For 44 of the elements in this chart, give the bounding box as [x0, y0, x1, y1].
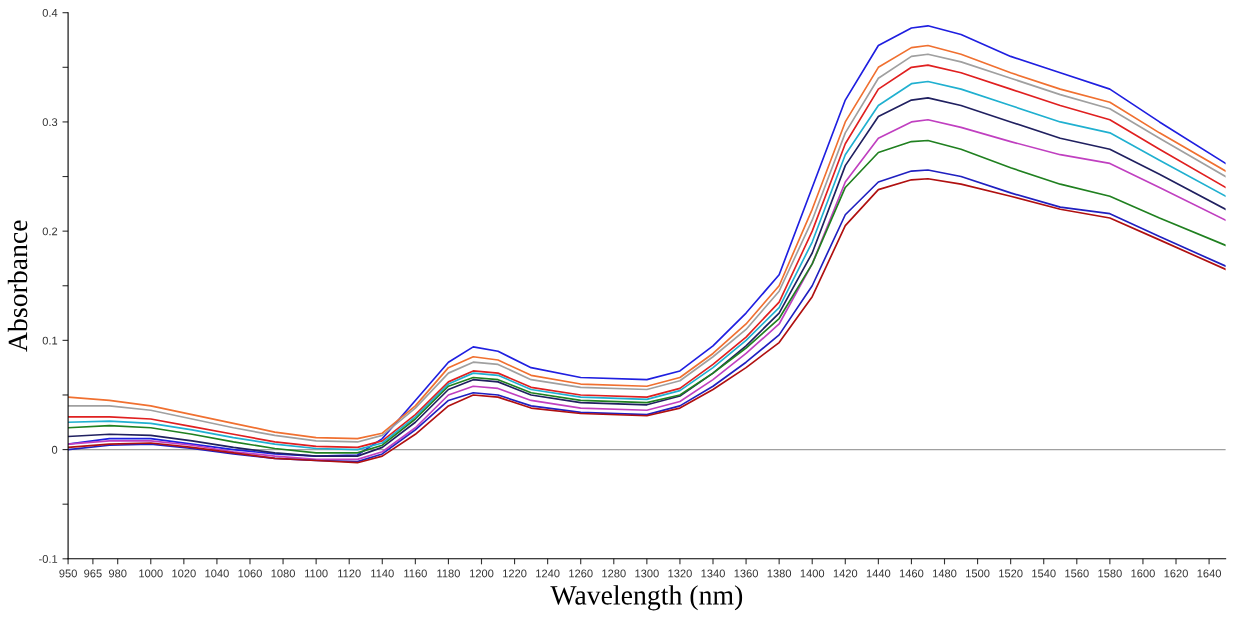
x-tick-label: 1100 — [305, 569, 328, 578]
x-tick-label: 1040 — [205, 569, 229, 578]
x-tick-label: 1520 — [999, 569, 1023, 578]
y-axis-title: Absorbance — [7, 220, 28, 352]
x-tick-label: 1300 — [635, 569, 659, 578]
y-tick-label: 0.3 — [42, 118, 58, 127]
x-tick-label: 1620 — [1164, 569, 1188, 578]
x-tick-label: 980 — [108, 569, 127, 578]
x-tick-label: 1480 — [933, 569, 957, 578]
y-tick-label: 0.1 — [42, 336, 58, 345]
x-tick-label: 1460 — [899, 569, 924, 578]
x-tick-label: 1380 — [767, 569, 792, 578]
x-tick-label: 1080 — [271, 569, 295, 578]
y-tick-label: -0.1 — [39, 555, 58, 563]
x-tick-label: 1640 — [1197, 569, 1222, 578]
x-tick-label: 1240 — [536, 569, 560, 578]
x-tick-label: 1400 — [800, 569, 825, 578]
x-tick-label: 950 — [59, 569, 77, 578]
x-tick-label: 1000 — [139, 569, 163, 578]
y-tick-label: 0.2 — [42, 227, 58, 236]
x-tick-label: 1360 — [734, 569, 758, 578]
x-tick-label: 1180 — [437, 569, 460, 578]
x-tick-label: 1200 — [469, 569, 494, 578]
x-tick-label: 965 — [84, 569, 102, 578]
x-axis-title: Wavelength (nm) — [550, 585, 743, 611]
x-tick-label: 1560 — [1065, 569, 1089, 578]
x-tick-label: 1320 — [668, 569, 692, 578]
y-tick-label: 0 — [51, 445, 58, 454]
x-tick-label: 1060 — [238, 569, 262, 578]
x-tick-label: 1500 — [966, 569, 990, 578]
x-tick-label: 1140 — [371, 569, 394, 578]
x-tick-label: 1260 — [569, 569, 593, 578]
x-tick-label: 1540 — [1032, 569, 1056, 578]
x-tick-label: 1280 — [602, 569, 626, 578]
x-tick-label: 1020 — [172, 569, 196, 578]
x-tick-label: 1420 — [833, 569, 858, 578]
x-tick-label: 1580 — [1098, 569, 1122, 578]
x-tick-label: 1160 — [404, 569, 427, 578]
x-tick-label: 1220 — [503, 569, 527, 578]
y-tick-label: 0.4 — [42, 8, 58, 17]
x-tick-label: 1120 — [338, 569, 361, 578]
x-tick-label: 1600 — [1131, 569, 1155, 578]
x-tick-label: 1340 — [701, 569, 725, 578]
x-tick-label: 1440 — [866, 569, 891, 578]
